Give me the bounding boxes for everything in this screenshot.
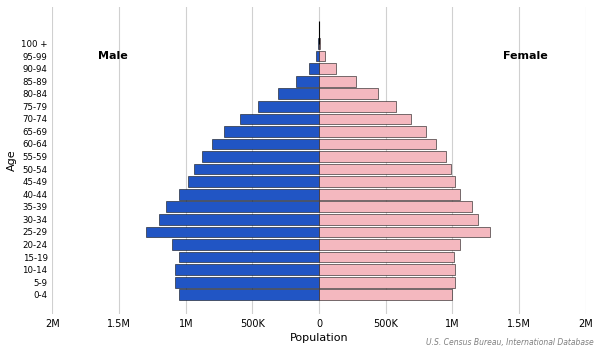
Text: Male: Male xyxy=(98,51,127,61)
Bar xyxy=(319,51,325,61)
Bar xyxy=(175,277,319,287)
Bar xyxy=(316,51,319,61)
Bar xyxy=(212,139,319,149)
Bar xyxy=(319,189,460,199)
Bar xyxy=(159,214,319,225)
Bar xyxy=(179,289,319,300)
Bar xyxy=(241,113,319,124)
Bar xyxy=(319,38,320,49)
Bar xyxy=(319,126,426,137)
Bar xyxy=(319,252,454,262)
Bar xyxy=(172,239,319,250)
Bar xyxy=(319,277,455,287)
Bar xyxy=(319,239,460,250)
Bar xyxy=(179,252,319,262)
Bar xyxy=(194,164,319,174)
Bar xyxy=(319,226,490,237)
Bar xyxy=(166,202,319,212)
Bar xyxy=(202,151,319,162)
Bar xyxy=(319,289,452,300)
Text: U.S. Census Bureau, International Database: U.S. Census Bureau, International Databa… xyxy=(426,337,594,346)
X-axis label: Population: Population xyxy=(290,333,349,343)
Y-axis label: Age: Age xyxy=(7,150,17,171)
Bar xyxy=(175,264,319,275)
Bar xyxy=(309,63,319,74)
Bar xyxy=(319,101,397,112)
Bar xyxy=(319,89,378,99)
Bar xyxy=(319,76,356,86)
Bar xyxy=(224,126,319,137)
Bar xyxy=(188,176,319,187)
Bar xyxy=(319,264,455,275)
Bar xyxy=(179,189,319,199)
Bar xyxy=(319,176,455,187)
Bar xyxy=(278,89,319,99)
Bar xyxy=(319,139,436,149)
Bar xyxy=(319,63,337,74)
Bar xyxy=(319,164,451,174)
Bar xyxy=(319,113,411,124)
Bar xyxy=(318,38,319,49)
Bar xyxy=(258,101,319,112)
Bar xyxy=(319,214,478,225)
Text: Female: Female xyxy=(503,51,548,61)
Bar xyxy=(296,76,319,86)
Bar xyxy=(146,226,319,237)
Bar xyxy=(319,202,472,212)
Bar xyxy=(319,151,446,162)
